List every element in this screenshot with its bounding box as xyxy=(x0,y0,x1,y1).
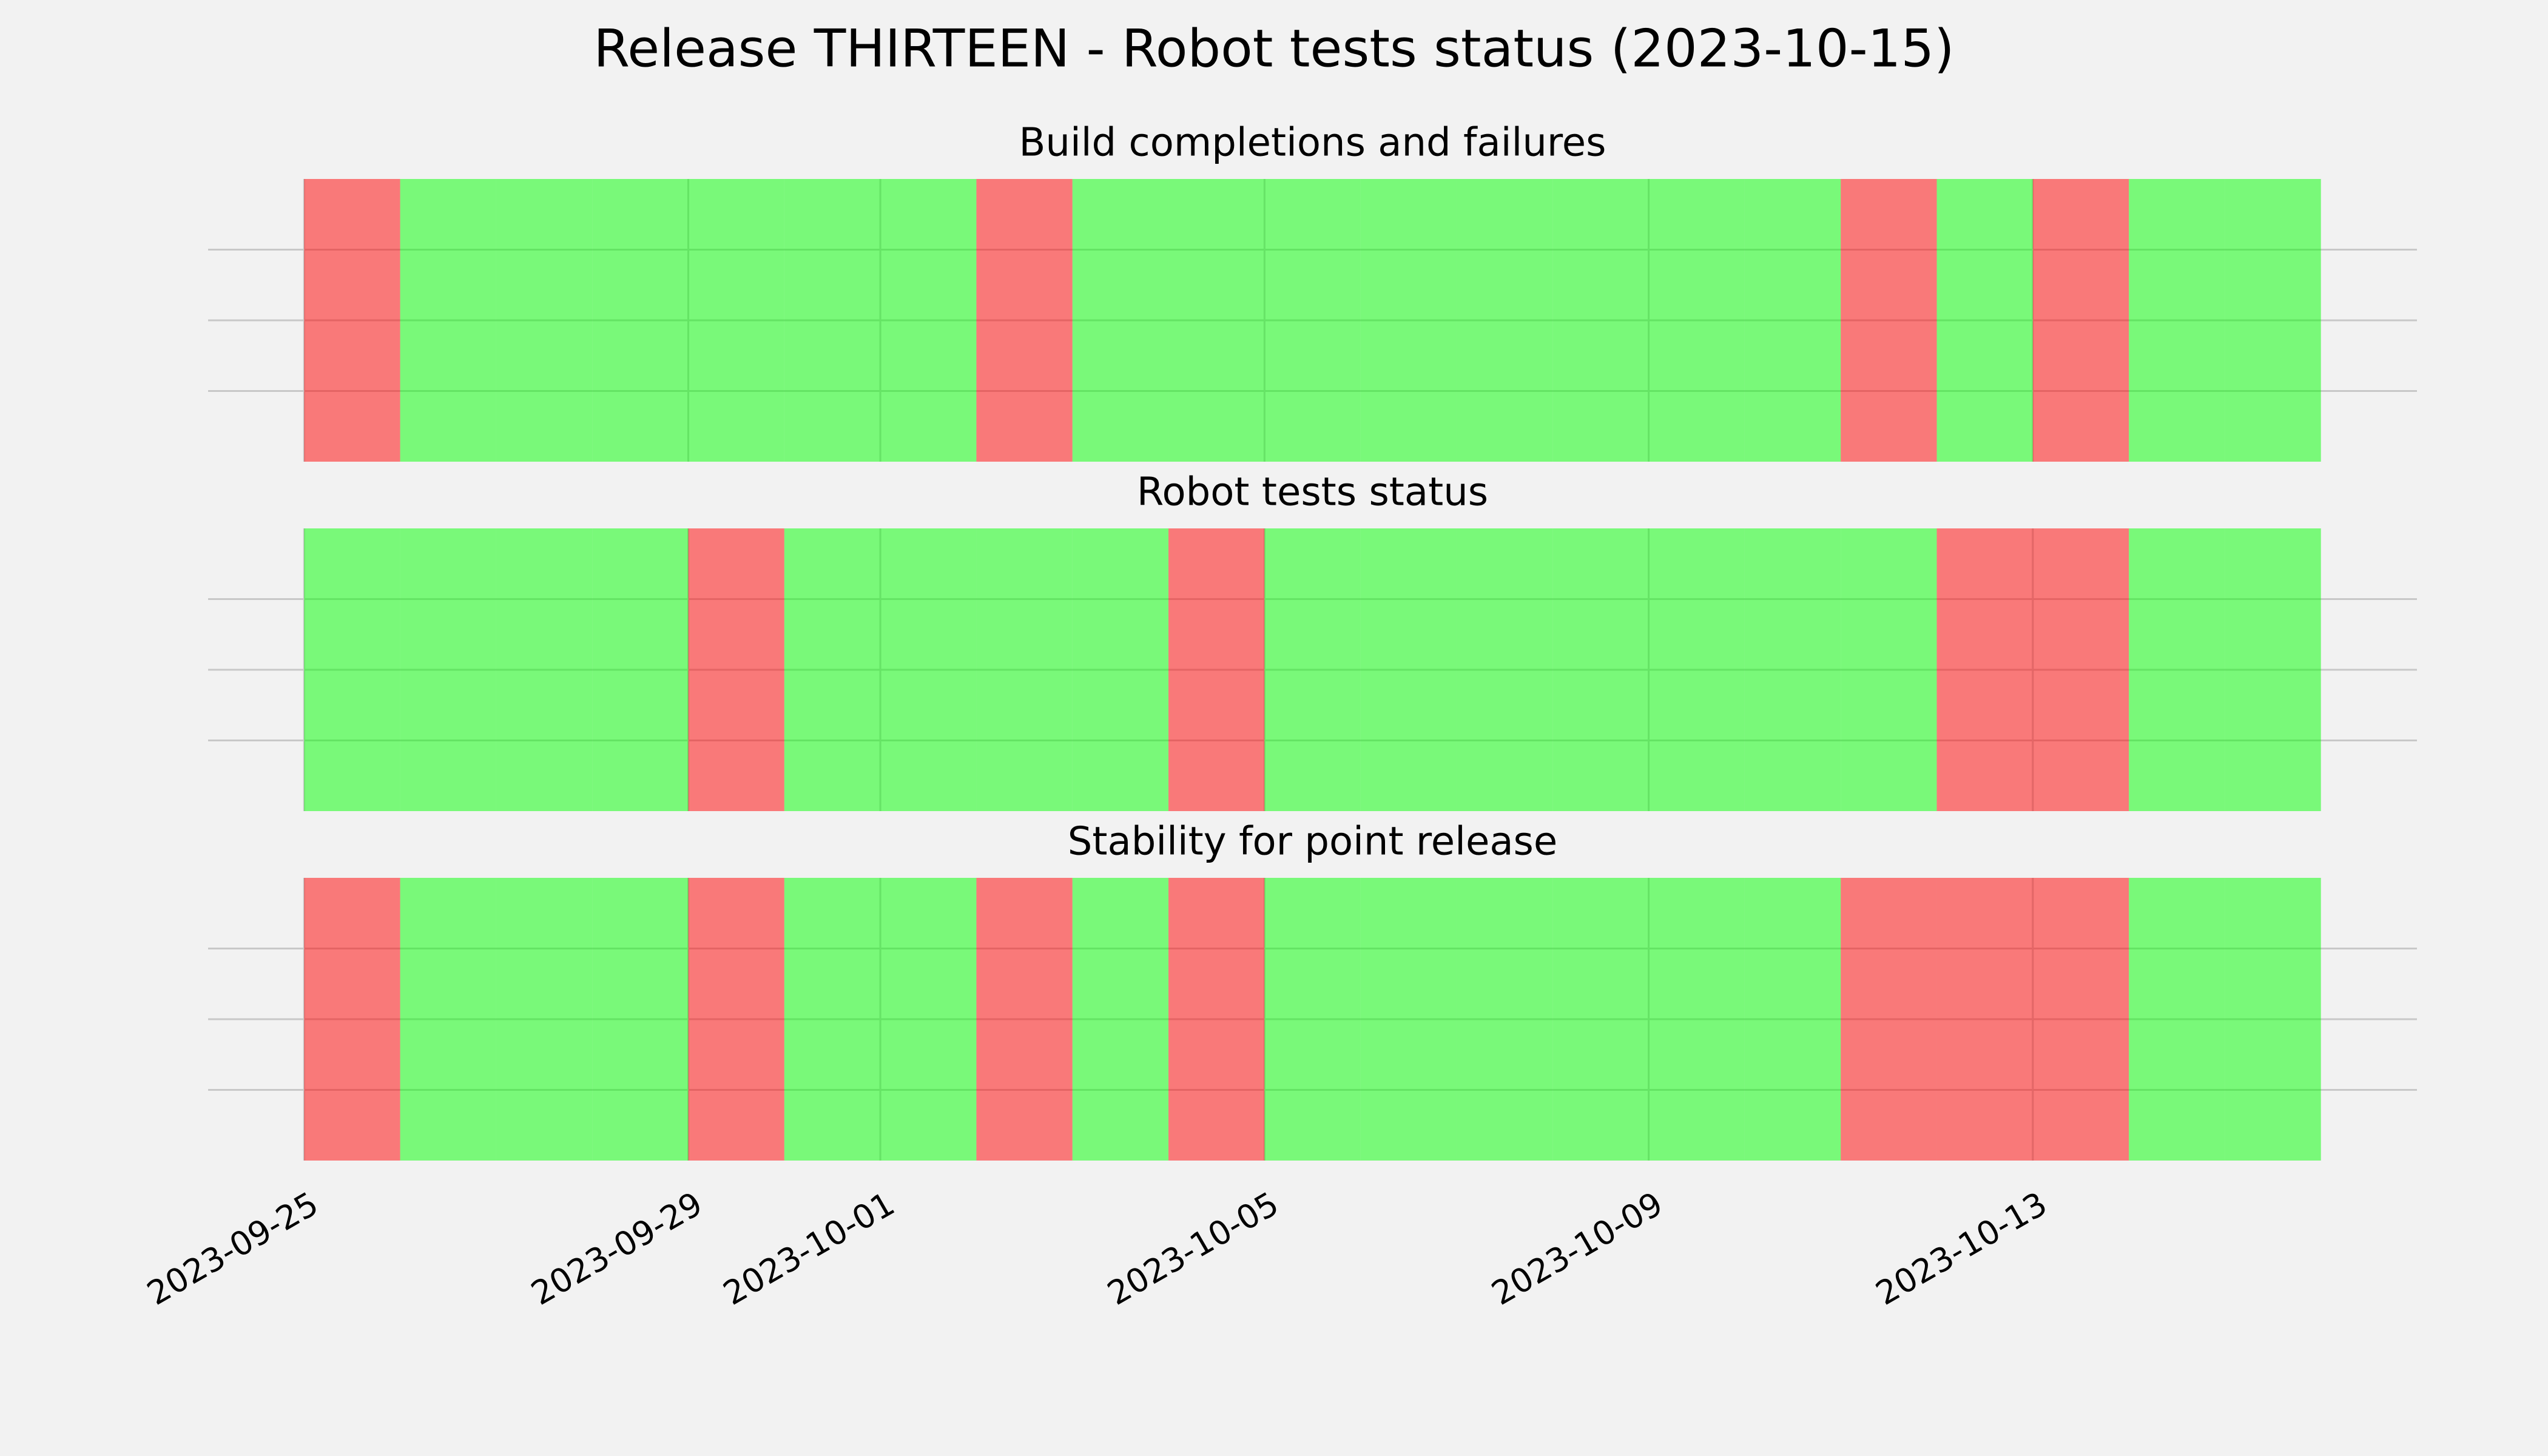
status-span xyxy=(1456,878,1553,1161)
x-tick-label: 2023-09-25 xyxy=(141,1184,325,1312)
status-span xyxy=(1168,528,1265,811)
status-span xyxy=(1744,179,1841,462)
status-span xyxy=(688,179,784,462)
status-span xyxy=(1168,179,1265,462)
status-span xyxy=(304,179,400,462)
status-span xyxy=(1936,179,2033,462)
status-span xyxy=(784,179,881,462)
status-span xyxy=(1841,878,1937,1161)
status-span xyxy=(400,179,496,462)
status-span xyxy=(496,878,593,1161)
status-span xyxy=(1072,528,1169,811)
status-span xyxy=(880,878,977,1161)
panel-title: Stability for point release xyxy=(1068,820,1558,864)
status-span xyxy=(1072,179,1169,462)
status-span xyxy=(1648,878,1745,1161)
status-span xyxy=(1648,528,1745,811)
status-span xyxy=(976,878,1073,1161)
status-span xyxy=(784,878,881,1161)
status-span xyxy=(688,528,784,811)
status-span xyxy=(2032,878,2129,1161)
status-span xyxy=(1936,878,2033,1161)
status-span xyxy=(400,878,496,1161)
status-span xyxy=(1648,179,1745,462)
status-span xyxy=(1456,179,1553,462)
status-span xyxy=(2129,528,2225,811)
status-span xyxy=(2225,179,2321,462)
status-span xyxy=(1841,179,1937,462)
status-span xyxy=(1168,878,1265,1161)
status-span xyxy=(496,179,593,462)
status-span xyxy=(1072,878,1169,1161)
status-span xyxy=(976,528,1073,811)
status-span xyxy=(1264,878,1361,1161)
panel-title: Robot tests status xyxy=(1137,470,1488,515)
status-span xyxy=(400,528,496,811)
status-span xyxy=(1552,179,1649,462)
status-span xyxy=(688,878,784,1161)
status-span xyxy=(1552,528,1649,811)
status-span xyxy=(1360,878,1457,1161)
status-span xyxy=(784,528,881,811)
status-span xyxy=(2225,878,2321,1161)
status-span xyxy=(1360,528,1457,811)
status-span xyxy=(304,528,400,811)
status-span xyxy=(496,528,593,811)
status-span xyxy=(2129,878,2225,1161)
panel-title: Build completions and failures xyxy=(1019,121,1606,166)
status-span xyxy=(304,878,400,1161)
status-span xyxy=(1456,528,1553,811)
status-span xyxy=(1936,528,2033,811)
status-span xyxy=(1264,179,1361,462)
status-span xyxy=(2032,528,2129,811)
status-span xyxy=(880,528,977,811)
status-span xyxy=(1264,528,1361,811)
status-span xyxy=(880,179,977,462)
status-span xyxy=(592,528,689,811)
status-span xyxy=(1744,528,1841,811)
status-span xyxy=(2225,528,2321,811)
x-tick-label: 2023-10-01 xyxy=(717,1184,901,1312)
status-span xyxy=(2129,179,2225,462)
status-span xyxy=(2032,179,2129,462)
status-span xyxy=(976,179,1073,462)
x-tick-label: 2023-10-09 xyxy=(1485,1184,1669,1312)
status-span xyxy=(1744,878,1841,1161)
x-tick-label: 2023-10-05 xyxy=(1101,1184,1285,1312)
status-span xyxy=(592,179,689,462)
x-tick-label: 2023-09-29 xyxy=(525,1184,709,1312)
chart-title: Release THIRTEEN - Robot tests status (2… xyxy=(593,18,1954,79)
status-span xyxy=(1552,878,1649,1161)
status-span xyxy=(592,878,689,1161)
status-span xyxy=(1360,179,1457,462)
status-span xyxy=(1841,528,1937,811)
x-tick-label: 2023-10-13 xyxy=(1869,1184,2053,1312)
